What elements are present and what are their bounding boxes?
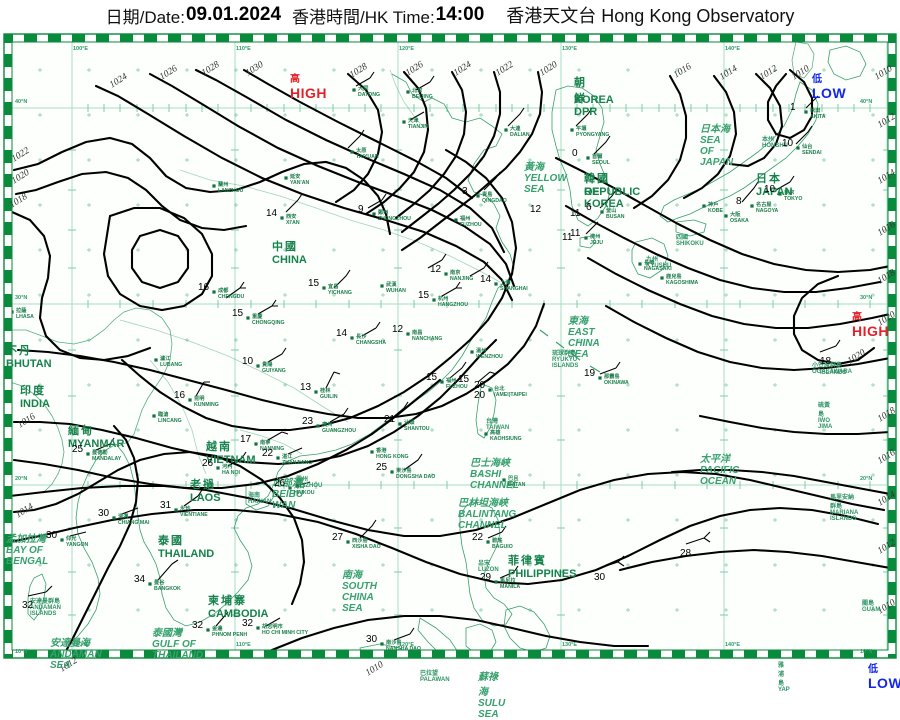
chart-header: 日期/Date: 09.01.2024 香港時間/HK Time: 14:00 …: [0, 0, 900, 30]
station-dot: [504, 128, 508, 132]
station-dot: [702, 204, 706, 208]
station-dot: [470, 350, 474, 354]
date-value: 09.01.2024: [185, 4, 282, 25]
station-dot: [380, 642, 384, 646]
sea-label-cn: 蘇祿海: [478, 672, 498, 698]
isobars: [10, 68, 890, 652]
coastlines: [10, 41, 867, 652]
pressure-symbol-en: LOW: [868, 675, 900, 691]
organisation-label: 香港天文台 Hong Kong Observatory: [506, 6, 795, 26]
station-dot: [454, 218, 458, 222]
station-dot: [254, 442, 258, 446]
map-border-frame: [3, 33, 897, 659]
station-dot: [212, 184, 216, 188]
station-dot: [246, 316, 250, 320]
pressure-system-low: 低 LOW: [868, 660, 900, 691]
map-canvas: [0, 30, 900, 662]
station-dot: [212, 290, 216, 294]
sea-label-sulu-sea: 蘇祿海 SULU SEA: [478, 668, 505, 720]
station-dot: [350, 336, 354, 340]
station-dot: [280, 216, 284, 220]
station-dot: [148, 582, 152, 586]
station-dot: [750, 204, 754, 208]
station-dot: [152, 414, 156, 418]
date-label: 日期/Date:: [105, 7, 185, 27]
station-dot: [380, 284, 384, 288]
station-dot: [586, 156, 590, 160]
island-label-en: PALAWAN: [420, 677, 450, 683]
island-label-palawan: 巴拉望 PALAWAN: [420, 668, 450, 683]
station-dot: [406, 90, 410, 94]
station-dot: [804, 110, 808, 114]
station-dot: [314, 390, 318, 394]
station-dot: [486, 540, 490, 544]
station-dot: [502, 478, 506, 482]
island-label-cn: 雅浦島: [778, 663, 785, 687]
station-dot: [316, 424, 320, 428]
station-dot: [440, 380, 444, 384]
island-label-yap: 雅浦島 YAP: [778, 660, 790, 693]
station-dot: [432, 298, 436, 302]
station-dot: [322, 286, 326, 290]
station-dot: [60, 538, 64, 542]
station-dot: [256, 364, 260, 368]
graticule: [10, 40, 890, 652]
station-dot: [284, 176, 288, 180]
station-dots: [10, 88, 808, 646]
station-dot: [346, 540, 350, 544]
station-dot: [372, 212, 376, 216]
pressure-symbol-cn: 低: [868, 664, 878, 675]
station-dot: [206, 628, 210, 632]
station-dot: [584, 236, 588, 240]
time-value: 14:00: [435, 4, 485, 25]
station-dot: [488, 388, 492, 392]
station-dot: [444, 272, 448, 276]
station-dot: [600, 210, 604, 214]
wind-barbs: [27, 71, 841, 641]
weather-chart-map: 40°N 40°N 30°N 30°N 20°N 20°N 10°N 10°N 100°E 100…: [0, 30, 900, 720]
island-label-cn: 巴拉望: [420, 671, 439, 677]
station-dot: [352, 88, 356, 92]
station-dot: [484, 432, 488, 436]
station-dot: [154, 358, 158, 362]
station-dot: [350, 150, 354, 154]
station-dot: [796, 146, 800, 150]
station-dot: [406, 332, 410, 336]
station-dot: [494, 282, 498, 286]
station-dot: [724, 214, 728, 218]
station-dot: [494, 580, 498, 584]
station-dot: [638, 262, 642, 266]
station-dot: [188, 398, 192, 402]
island-label-en: YAP: [778, 687, 790, 693]
sea-label-en: SULU SEA: [478, 698, 506, 720]
station-dot: [390, 470, 394, 474]
station-dot: [598, 376, 602, 380]
station-dot: [370, 450, 374, 454]
station-dot: [288, 486, 292, 490]
station-dot: [174, 508, 178, 512]
station-dot: [216, 466, 220, 470]
station-dot: [402, 120, 406, 124]
station-dot: [398, 422, 402, 426]
station-dot: [570, 128, 574, 132]
station-dot: [660, 276, 664, 280]
station-dot: [476, 194, 480, 198]
station-dot: [86, 452, 90, 456]
station-dot: [778, 192, 782, 196]
station-dot: [256, 626, 260, 630]
station-dot: [276, 456, 280, 460]
time-label: 香港時間/HK Time:: [292, 7, 435, 27]
isobar-label: 1010: [364, 659, 386, 679]
station-dot: [112, 516, 116, 520]
